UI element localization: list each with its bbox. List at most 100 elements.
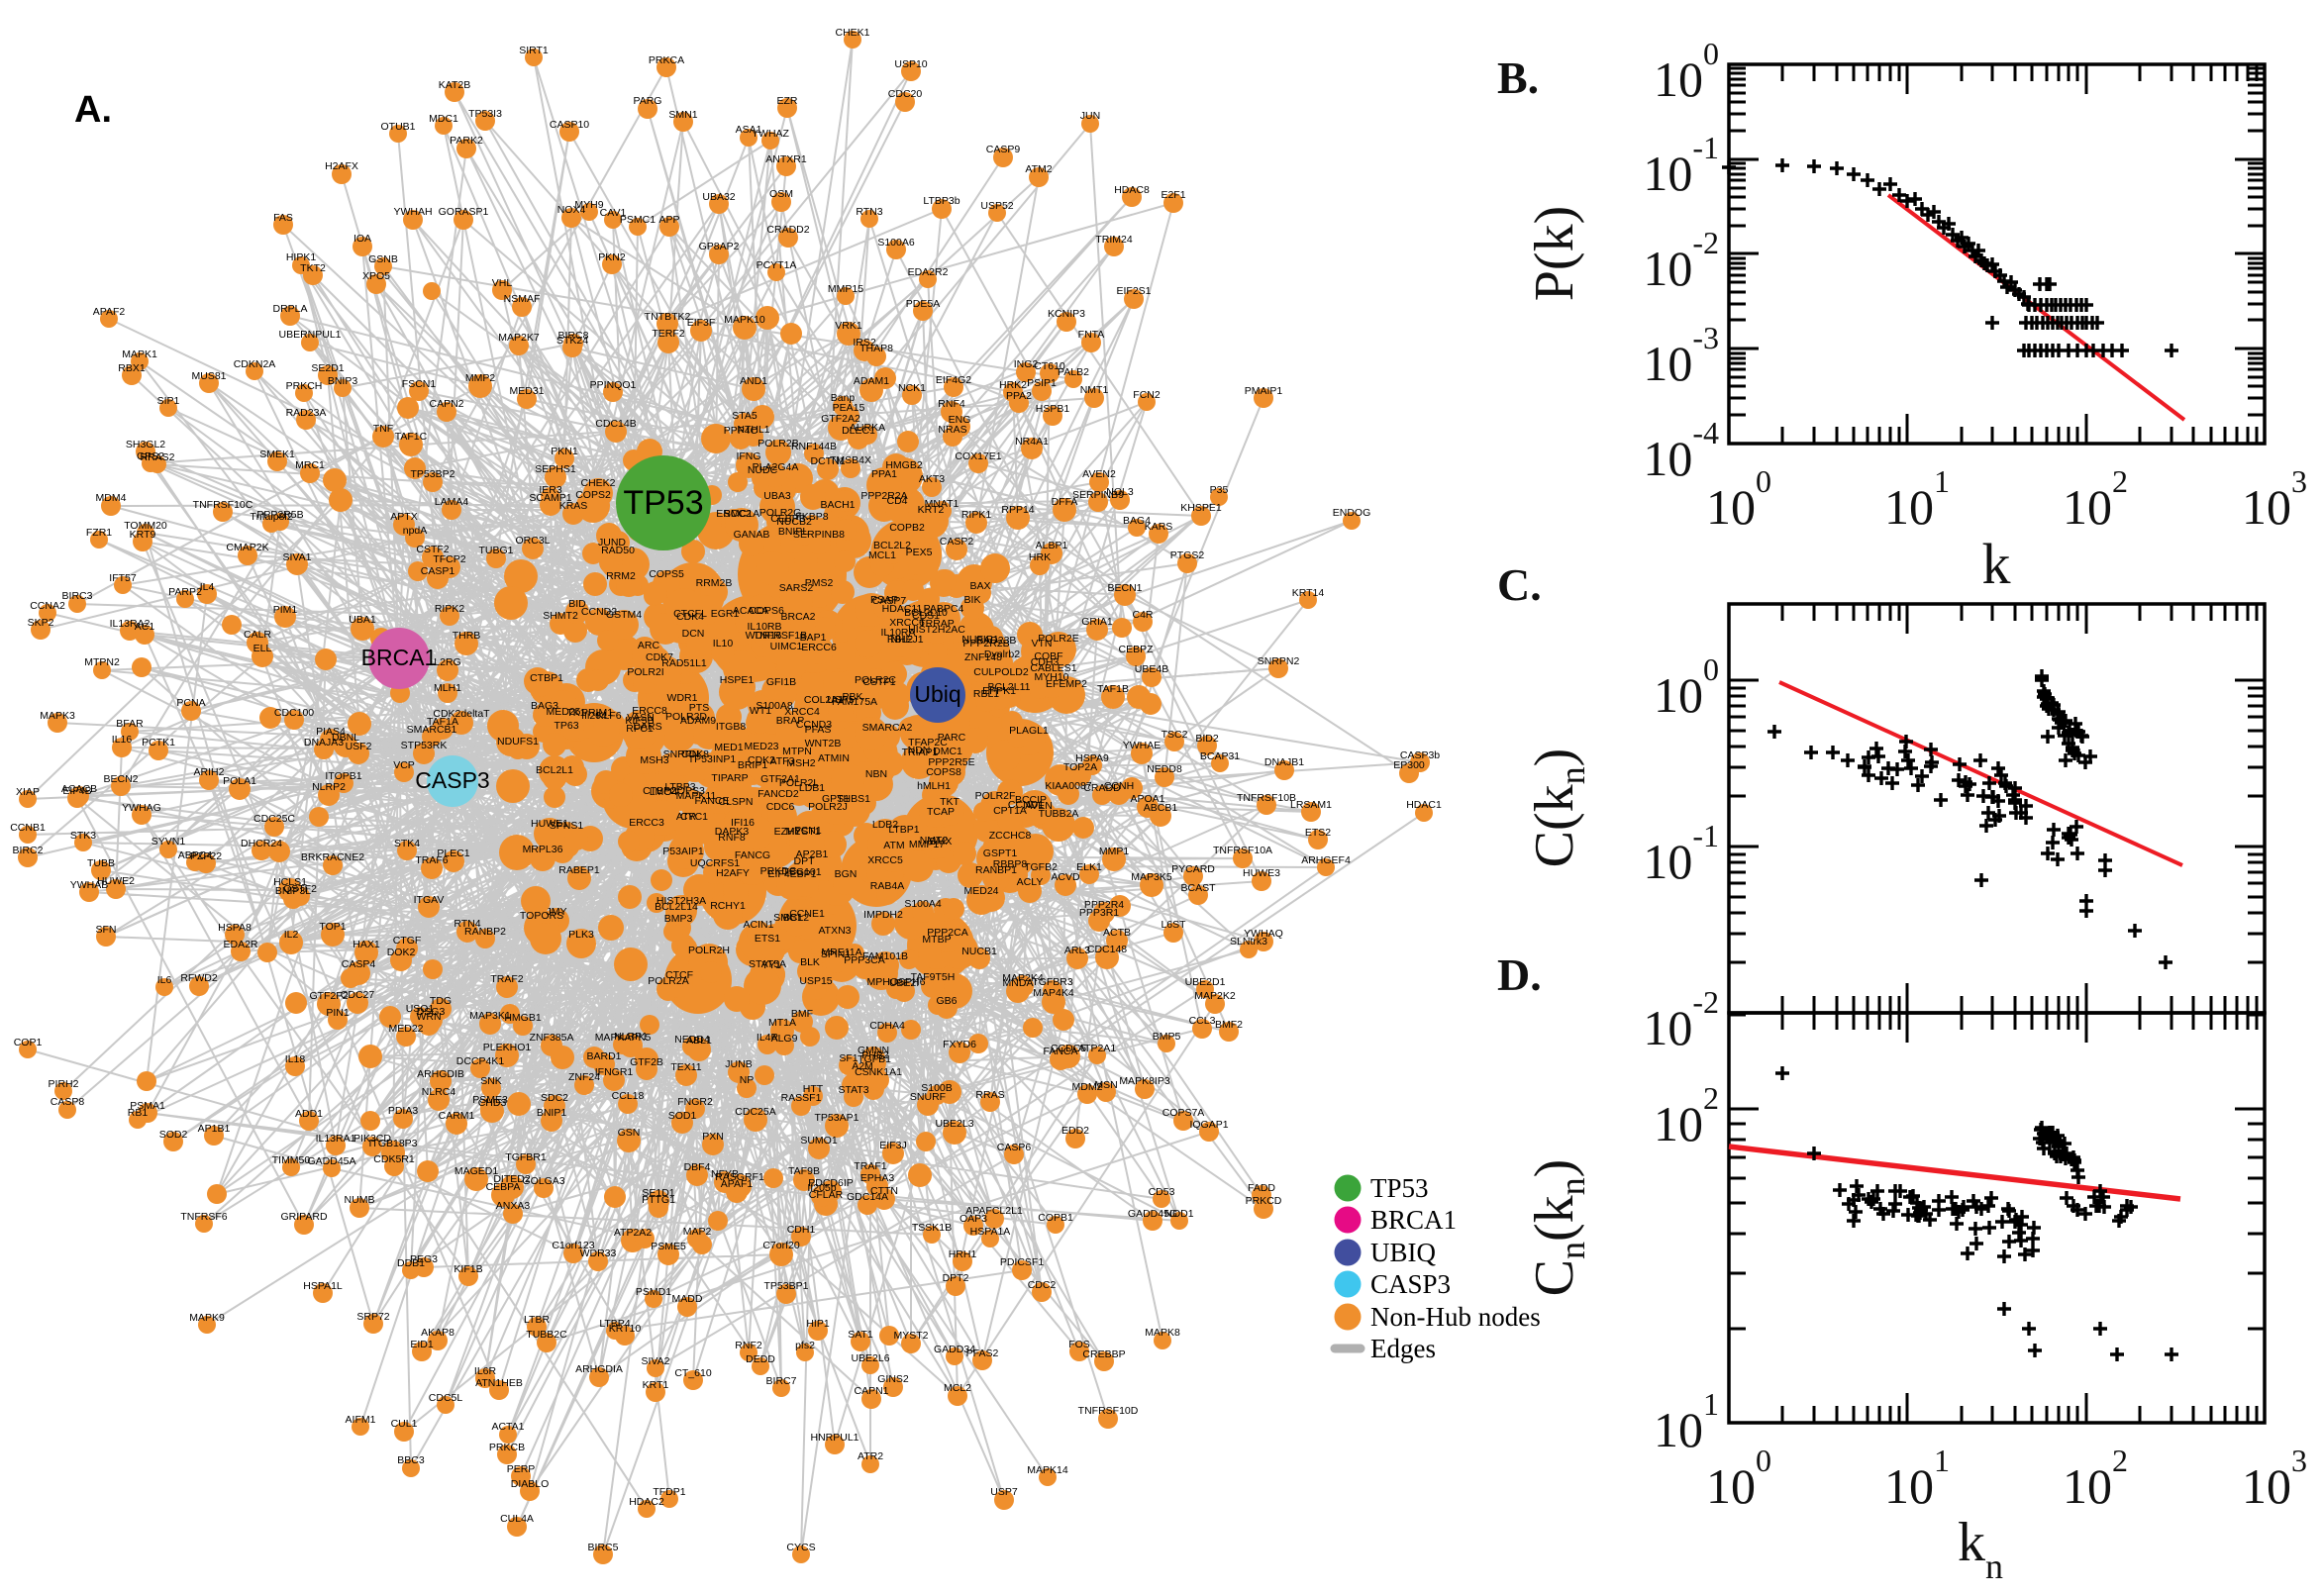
svg-text:GTF2A1: GTF2A1 <box>760 773 800 785</box>
svg-text:AURKA: AURKA <box>850 422 885 434</box>
svg-text:HDAC1: HDAC1 <box>1406 799 1442 811</box>
svg-text:PHB2: PHB2 <box>861 1049 889 1061</box>
svg-text:MMP2: MMP2 <box>465 372 495 384</box>
svg-text:TIMM50: TIMM50 <box>272 1154 311 1166</box>
svg-text:CCNE1: CCNE1 <box>789 908 825 920</box>
svg-text:CCDC5: CCDC5 <box>1051 1043 1086 1054</box>
svg-text:SMEK1: SMEK1 <box>259 449 295 460</box>
svg-text:APAFCL2L1: APAFCL2L1 <box>965 1205 1023 1217</box>
svg-text:POLR2E: POLR2E <box>1038 633 1078 645</box>
svg-text:GSTM4: GSTM4 <box>606 609 642 621</box>
svg-text:TNF: TNF <box>373 423 393 435</box>
svg-text:NUFIP1: NUFIP1 <box>961 634 999 646</box>
svg-text:HMGB1: HMGB1 <box>504 1012 542 1024</box>
svg-text:ATP2A2: ATP2A2 <box>614 1227 652 1239</box>
svg-text:MYH10: MYH10 <box>1034 671 1068 683</box>
svg-text:KRT10: KRT10 <box>609 1323 642 1335</box>
svg-text:HSPA9: HSPA9 <box>1075 752 1109 764</box>
svg-text:XPO5: XPO5 <box>362 270 390 282</box>
svg-text:CEBPZ: CEBPZ <box>1118 644 1154 655</box>
svg-text:C1orf123: C1orf123 <box>552 1240 594 1251</box>
svg-text:HRH1: HRH1 <box>949 1248 977 1260</box>
svg-text:PEX5: PEX5 <box>906 547 933 558</box>
svg-text:EGR1: EGR1 <box>711 608 740 620</box>
svg-text:TAF1B: TAF1B <box>1097 683 1129 695</box>
svg-text:MDC1: MDC1 <box>429 113 458 125</box>
svg-text:BAX: BAX <box>969 580 990 592</box>
svg-text:PMS2: PMS2 <box>805 577 834 589</box>
svg-text:DLEC1: DLEC1 <box>842 425 875 437</box>
svg-text:BIRC3: BIRC3 <box>62 590 93 602</box>
svg-text:CHEK2: CHEK2 <box>580 477 615 489</box>
svg-text:GANAB: GANAB <box>734 529 770 541</box>
svg-text:MTBP: MTBP <box>922 934 951 946</box>
svg-text:CAPN1: CAPN1 <box>854 1385 888 1397</box>
svg-text:SNK: SNK <box>480 1075 502 1087</box>
svg-text:ABPC4: ABPC4 <box>178 849 213 861</box>
svg-text:COPS7A: COPS7A <box>1162 1107 1205 1119</box>
svg-text:GADD34: GADD34 <box>934 1344 975 1355</box>
svg-text:SPIN1: SPIN1 <box>821 948 852 960</box>
svg-text:TAF1C: TAF1C <box>395 431 428 443</box>
svg-text:CDH3: CDH3 <box>1031 656 1060 668</box>
svg-text:TP53: TP53 <box>1370 1173 1429 1203</box>
svg-text:RIPK2: RIPK2 <box>435 603 465 615</box>
svg-text:CDC14B: CDC14B <box>595 418 636 430</box>
svg-text:TRAF1: TRAF1 <box>854 1160 886 1172</box>
svg-text:ITGAV: ITGAV <box>414 894 445 906</box>
svg-text:NBN: NBN <box>865 768 887 780</box>
svg-text:SAT1: SAT1 <box>848 1329 873 1341</box>
svg-text:UBERNPUL1: UBERNPUL1 <box>278 329 341 341</box>
svg-text:MRE11A: MRE11A <box>821 947 861 958</box>
svg-text:FCN1: FCN1 <box>794 825 822 837</box>
svg-text:KARS: KARS <box>1145 521 1173 533</box>
svg-text:TOP1: TOP1 <box>319 921 346 933</box>
svg-text:PPA1: PPA1 <box>871 468 897 480</box>
svg-text:STA5: STA5 <box>732 410 758 422</box>
svg-text:HDAC11: HDAC11 <box>882 603 923 615</box>
svg-text:ITGB8: ITGB8 <box>716 721 747 733</box>
svg-text:HUWE3: HUWE3 <box>1243 867 1280 879</box>
svg-text:HSPE1: HSPE1 <box>720 674 755 686</box>
svg-text:KCNIP3: KCNIP3 <box>1048 308 1085 320</box>
svg-text:PPA2: PPA2 <box>1006 390 1032 402</box>
svg-text:MMP15: MMP15 <box>828 283 863 295</box>
svg-text:POLR2H: POLR2H <box>688 945 730 956</box>
svg-text:ARIH2: ARIH2 <box>194 766 225 778</box>
svg-text:EID1: EID1 <box>410 1339 434 1350</box>
svg-text:NLRC4: NLRC4 <box>422 1086 456 1098</box>
svg-text:FANCE: FANCE <box>694 795 729 807</box>
svg-text:COBF: COBF <box>1034 650 1062 662</box>
svg-text:KRT9: KRT9 <box>130 529 156 541</box>
svg-text:IL4: IL4 <box>200 581 215 593</box>
svg-text:POLA1: POLA1 <box>223 775 256 787</box>
svg-text:AVEN2: AVEN2 <box>1082 468 1116 480</box>
svg-text:CUL1: CUL1 <box>391 1418 418 1430</box>
svg-text:GFI1B: GFI1B <box>766 676 796 688</box>
svg-text:LTBP4: LTBP4 <box>599 1318 630 1330</box>
svg-text:NUMB: NUMB <box>345 1194 375 1206</box>
svg-text:CCND2: CCND2 <box>581 606 617 618</box>
svg-text:GP8AP2: GP8AP2 <box>699 241 740 252</box>
svg-text:EIF3J: EIF3J <box>879 1140 906 1151</box>
svg-text:PDICSF1: PDICSF1 <box>1000 1256 1045 1268</box>
svg-text:YY1: YY1 <box>761 959 781 971</box>
svg-text:SMG1: SMG1 <box>773 912 803 924</box>
svg-text:C4R: C4R <box>1132 609 1153 621</box>
svg-text:IL6: IL6 <box>157 974 172 986</box>
svg-text:CUL4A: CUL4A <box>500 1513 534 1525</box>
svg-text:IER3: IER3 <box>539 484 562 496</box>
svg-text:ARHGDIA: ARHGDIA <box>575 1363 623 1375</box>
svg-text:C7orf20: C7orf20 <box>762 1240 800 1251</box>
svg-text:FNTA: FNTA <box>1078 329 1105 341</box>
svg-text:NOD1: NOD1 <box>1164 1208 1193 1220</box>
svg-text:PALB2: PALB2 <box>1058 366 1089 378</box>
svg-text:GPS1: GPS1 <box>822 793 850 805</box>
svg-text:CD4: CD4 <box>886 495 907 507</box>
svg-text:CYCS: CYCS <box>786 1542 815 1553</box>
svg-text:YWHAE: YWHAE <box>1123 740 1162 751</box>
svg-text:NUCB2: NUCB2 <box>776 516 812 528</box>
svg-text:PPP2R2A: PPP2R2A <box>860 490 907 502</box>
svg-text:ARHGDIB: ARHGDIB <box>417 1068 464 1080</box>
svg-text:pfs2: pfs2 <box>795 1340 815 1351</box>
